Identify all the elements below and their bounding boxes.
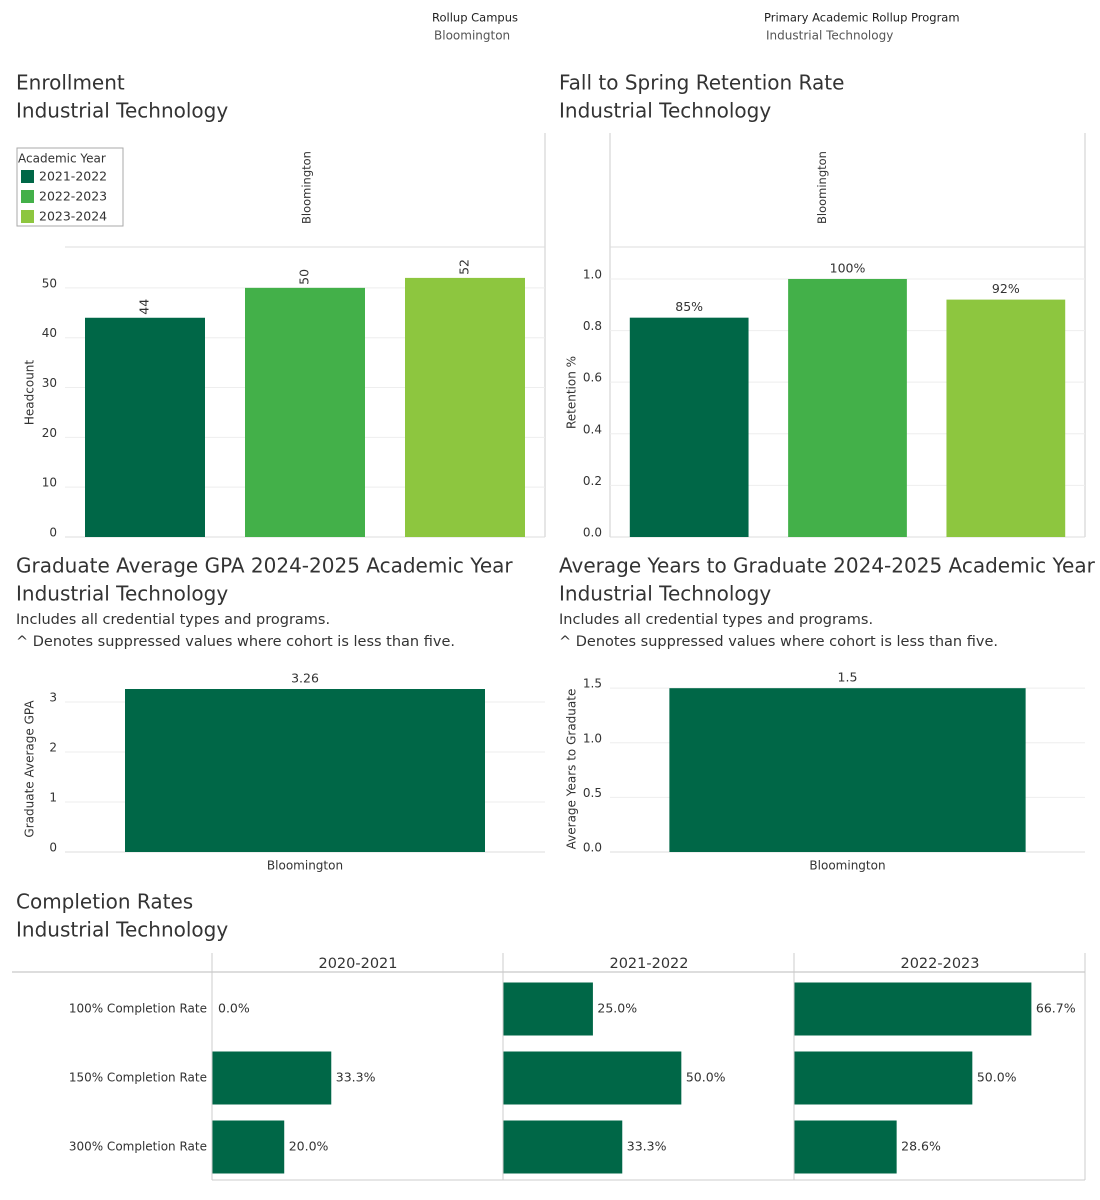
panel-label: Bloomington (300, 151, 314, 224)
data-label: 66.7% (1036, 1001, 1076, 1016)
y-tick-label: 0.0 (583, 526, 602, 540)
y-tick-label: 2 (49, 741, 57, 755)
bar (629, 317, 749, 537)
chart-subtitle: Industrial Technology (16, 918, 228, 942)
panel-header: 2020-2021 (318, 956, 397, 972)
bar (794, 1120, 897, 1174)
y-tick-label: 1 (49, 791, 57, 805)
panel-header: 2021-2022 (609, 956, 688, 972)
y-axis-label: Retention % (565, 356, 579, 429)
data-label: 33.3% (627, 1139, 667, 1154)
data-label: 50 (297, 269, 312, 285)
bar (503, 982, 593, 1036)
filter-value: Bloomington (434, 29, 510, 43)
bar (245, 287, 365, 537)
y-axis-label: Headcount (23, 360, 37, 426)
legend-swatch (21, 210, 34, 223)
data-label: 52 (457, 259, 472, 275)
bar (503, 1120, 623, 1174)
y-tick-label: 0 (49, 841, 57, 855)
data-label: 44 (137, 299, 152, 315)
filter-value: Industrial Technology (766, 29, 893, 43)
data-label: 0.0% (218, 1001, 250, 1016)
panel-header: 2022-2023 (900, 956, 979, 972)
bar (503, 1051, 682, 1105)
filter-label: Rollup Campus (432, 11, 518, 25)
y-tick-label: 50 (42, 276, 57, 290)
data-label: 33.3% (336, 1070, 376, 1085)
bar (125, 689, 485, 852)
y-tick-label: 0.4 (583, 422, 602, 436)
chart-title: Fall to Spring Retention Rate (559, 71, 844, 95)
bar (212, 1120, 285, 1174)
y-tick-label: 0.2 (583, 474, 602, 488)
y-tick-label: 1.0 (583, 731, 602, 745)
chart-note: Includes all credential types and progra… (16, 612, 330, 628)
bar (946, 299, 1066, 537)
y-tick-label: 30 (42, 376, 57, 390)
bar (794, 1051, 973, 1105)
legend-label: 2023-2024 (39, 209, 107, 224)
data-label: 1.5 (838, 670, 858, 685)
chart-subtitle: Industrial Technology (559, 582, 771, 606)
data-label: 50.0% (686, 1070, 726, 1085)
chart-title: Completion Rates (16, 890, 193, 914)
panel-label: Bloomington (815, 151, 829, 224)
y-tick-label: 40 (42, 326, 57, 340)
y-tick-label: 0.5 (583, 786, 602, 800)
y-tick-label: 0.0 (583, 841, 602, 855)
data-label: 25.0% (597, 1001, 637, 1016)
y-tick-label: 20 (42, 426, 57, 440)
bar (405, 277, 525, 537)
chart-subtitle: Industrial Technology (559, 99, 771, 123)
chart-note: ^ Denotes suppressed values where cohort… (16, 634, 455, 650)
legend-box (16, 147, 124, 227)
y-tick-label: 3 (49, 691, 57, 705)
legend-swatch (21, 170, 34, 183)
data-label: 85% (675, 299, 703, 314)
row-label: 150% Completion Rate (69, 1071, 207, 1085)
chart-note: Includes all credential types and progra… (559, 612, 873, 628)
data-label: 92% (992, 281, 1020, 296)
bar (794, 982, 1032, 1036)
bar (788, 278, 907, 537)
data-label: 3.26 (291, 671, 319, 686)
x-tick-label: Bloomington (267, 859, 343, 873)
chart-title: Graduate Average GPA 2024-2025 Academic … (16, 554, 513, 578)
chart-subtitle: Industrial Technology (16, 582, 228, 606)
bar (669, 688, 1026, 852)
chart-note: ^ Denotes suppressed values where cohort… (559, 634, 998, 650)
y-tick-label: 0.6 (583, 371, 602, 385)
legend-label: 2021-2022 (39, 169, 107, 184)
y-tick-label: 0.8 (583, 319, 602, 333)
data-label: 20.0% (289, 1139, 329, 1154)
y-tick-label: 10 (42, 476, 57, 490)
chart-subtitle: Industrial Technology (16, 99, 228, 123)
row-label: 300% Completion Rate (69, 1140, 207, 1154)
row-label: 100% Completion Rate (69, 1002, 207, 1016)
y-tick-label: 1.0 (583, 267, 602, 281)
legend-label: 2022-2023 (39, 189, 107, 204)
data-label: 100% (830, 260, 866, 275)
data-label: 50.0% (977, 1070, 1017, 1085)
legend-swatch (21, 190, 34, 203)
x-tick-label: Bloomington (809, 859, 885, 873)
data-label: 28.6% (901, 1139, 941, 1154)
chart-title: Average Years to Graduate 2024-2025 Acad… (559, 554, 1096, 578)
y-axis-label: Graduate Average GPA (23, 700, 37, 838)
y-axis-label: Average Years to Graduate (565, 689, 579, 850)
chart-title: Enrollment (16, 71, 125, 95)
y-tick-label: 0 (49, 526, 57, 540)
filter-label: Primary Academic Rollup Program (764, 11, 960, 25)
y-tick-label: 1.5 (583, 677, 602, 691)
bar (85, 317, 205, 537)
legend-title: Academic Year (18, 152, 106, 166)
bar (212, 1051, 332, 1105)
